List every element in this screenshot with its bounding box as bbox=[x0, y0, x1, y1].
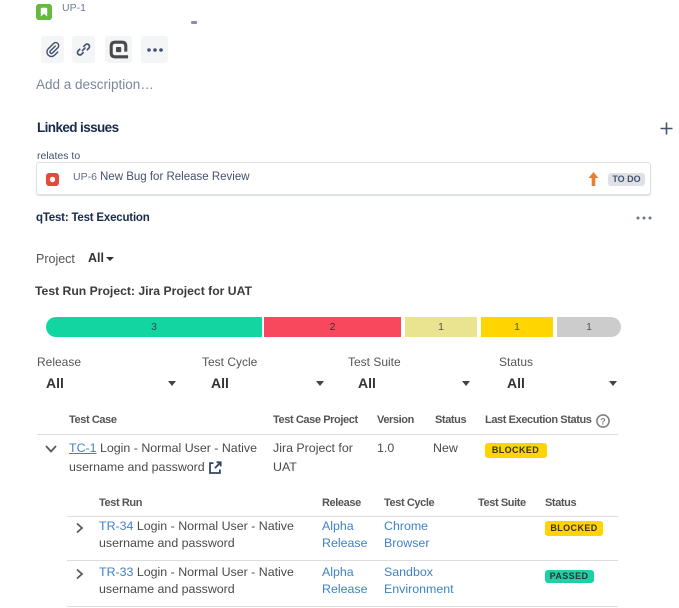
svg-text:?: ? bbox=[600, 416, 606, 426]
